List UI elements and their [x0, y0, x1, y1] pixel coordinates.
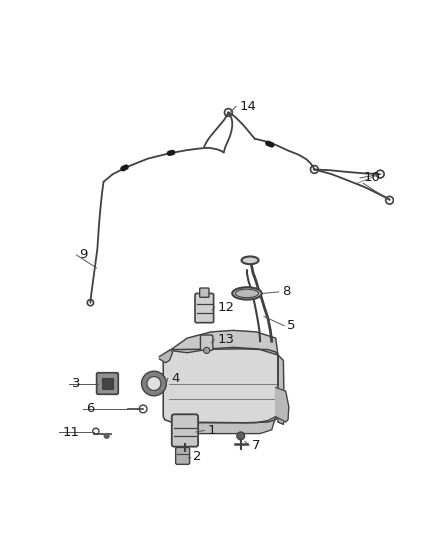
Text: 13: 13 — [218, 333, 234, 346]
Text: 1: 1 — [208, 424, 216, 437]
FancyBboxPatch shape — [200, 288, 209, 297]
Polygon shape — [177, 417, 276, 433]
Polygon shape — [170, 330, 278, 355]
FancyBboxPatch shape — [97, 373, 118, 394]
Text: 3: 3 — [72, 377, 80, 390]
Circle shape — [237, 432, 245, 440]
FancyBboxPatch shape — [176, 447, 190, 464]
Circle shape — [103, 433, 110, 439]
Text: 8: 8 — [282, 285, 290, 298]
Ellipse shape — [241, 256, 258, 264]
Text: 7: 7 — [252, 439, 261, 451]
Text: 6: 6 — [86, 402, 94, 415]
Text: 11: 11 — [63, 425, 80, 439]
FancyBboxPatch shape — [172, 414, 198, 447]
Polygon shape — [278, 355, 284, 424]
Ellipse shape — [232, 287, 261, 300]
Text: 14: 14 — [239, 100, 256, 113]
Polygon shape — [159, 350, 173, 363]
FancyBboxPatch shape — [195, 294, 214, 322]
Circle shape — [204, 348, 210, 353]
Text: 5: 5 — [287, 319, 296, 332]
Ellipse shape — [235, 289, 258, 297]
Polygon shape — [276, 387, 289, 422]
Circle shape — [147, 377, 161, 391]
FancyBboxPatch shape — [102, 378, 113, 389]
Text: 2: 2 — [193, 450, 201, 463]
Polygon shape — [163, 349, 278, 423]
FancyBboxPatch shape — [201, 335, 213, 350]
Circle shape — [141, 371, 166, 396]
Text: 4: 4 — [171, 372, 180, 385]
Text: 10: 10 — [363, 172, 380, 184]
Text: 12: 12 — [218, 301, 234, 314]
Text: 9: 9 — [80, 248, 88, 261]
